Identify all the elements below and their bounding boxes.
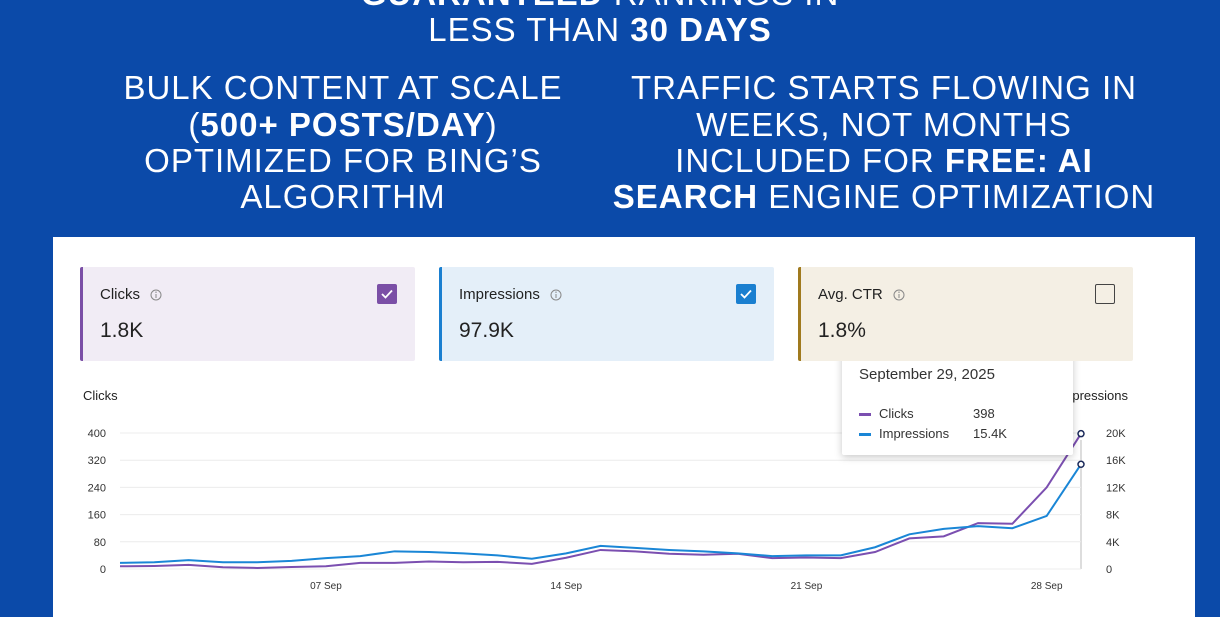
tooltip-name: Clicks	[879, 406, 914, 421]
promo-line: BULK CONTENT AT SCALE	[123, 70, 562, 106]
tooltip-value: 398	[973, 406, 995, 421]
x-tick-label: 07 Sep	[310, 581, 342, 592]
tooltip-date: September 29, 2025	[859, 366, 995, 383]
hover-point	[1077, 429, 1085, 438]
metric-card: Avg. CTR 1.8%	[798, 267, 1133, 361]
promo-line: OPTIMIZED FOR BING’S	[144, 143, 542, 179]
y2-axis-title: Impressions	[1058, 388, 1129, 403]
text: TRAFFIC STARTS FLOWING IN	[631, 69, 1137, 106]
checkbox[interactable]	[377, 284, 397, 304]
checkbox[interactable]	[1095, 284, 1115, 304]
text: WEEKS, NOT MONTHS	[696, 106, 1072, 143]
y-tick-label: 320	[88, 455, 106, 467]
y-tick-label: 400	[88, 428, 106, 440]
series-line	[119, 433, 1082, 569]
tooltip-row: Clicks 398	[859, 406, 995, 421]
text: ENGINE OPTIMIZATION	[758, 178, 1156, 215]
promo-line: GUARANTEED RANKINGS IN	[361, 0, 840, 12]
metric-card: Clicks 1.8K	[80, 267, 415, 361]
y2-tick-label: 20K	[1106, 428, 1126, 440]
tooltip-row: Impressions 15.4K	[859, 426, 1007, 441]
x-tick-label: 14 Sep	[550, 581, 582, 592]
text: OPTIMIZED FOR BING’S	[144, 142, 542, 179]
bold-text: SEARCH	[612, 178, 759, 215]
promo-line: ALGORITHM	[240, 179, 445, 215]
promo-line: TRAFFIC STARTS FLOWING IN	[631, 70, 1137, 106]
y-tick-label: 0	[100, 564, 106, 576]
promo-line: (500+ POSTS/DAY)	[188, 107, 497, 143]
hover-point	[1077, 460, 1085, 469]
promo-line: WEEKS, NOT MONTHS	[696, 107, 1072, 143]
metric-title: Impressions	[459, 286, 540, 303]
y-tick-label: 80	[94, 537, 106, 549]
tooltip-name: Impressions	[879, 426, 950, 441]
text: ALGORITHM	[240, 178, 446, 215]
x-tick-label: 28 Sep	[1031, 581, 1063, 592]
y2-tick-label: 0	[1106, 564, 1112, 576]
bold-text: 500+ POSTS/DAY	[200, 106, 486, 143]
y-axis-title: Clicks	[83, 388, 118, 403]
check-mark	[381, 289, 393, 299]
metric-value: 97.9K	[459, 319, 514, 342]
info-icon[interactable]	[893, 289, 905, 301]
metric-value: 1.8K	[100, 319, 144, 342]
y2-tick-label: 8K	[1106, 510, 1120, 522]
check-mark	[740, 289, 752, 299]
y-tick-label: 160	[88, 510, 106, 522]
tooltip: September 29, 2025 Clicks 398 Impressions 1…	[842, 347, 1073, 455]
metric-value: 1.8%	[818, 319, 866, 342]
info-icon[interactable]	[150, 289, 162, 301]
legend-swatch	[859, 413, 871, 417]
text: (	[188, 106, 201, 143]
text: INCLUDED FOR	[675, 142, 945, 179]
checkbox[interactable]	[736, 284, 756, 304]
x-tick-label: 21 Sep	[791, 581, 823, 592]
bold-text: FREE: AI	[944, 142, 1093, 179]
text: BULK CONTENT AT SCALE	[123, 69, 563, 106]
y-tick-label: 240	[88, 482, 106, 494]
tooltip-value: 15.4K	[973, 426, 1007, 441]
y2-tick-label: 4K	[1106, 537, 1120, 549]
info-icon[interactable]	[550, 289, 562, 301]
metric-title: Avg. CTR	[818, 286, 883, 303]
metric-card: Impressions 97.9K	[439, 267, 774, 361]
series-line	[119, 463, 1082, 564]
metric-title: Clicks	[100, 286, 140, 303]
bold-text: GUARANTEED	[361, 0, 604, 12]
text: LESS THAN	[428, 11, 631, 48]
promo-line: SEARCH ENGINE OPTIMIZATION	[613, 179, 1155, 215]
page: Clicks Impressions 0 80 160 240 320 400 0 4K 8K 1…	[53, 0, 1195, 617]
legend-swatch	[859, 433, 871, 437]
y2-tick-label: 12K	[1106, 482, 1126, 494]
bold-text: 30 DAYS	[630, 11, 772, 48]
y2-tick-label: 16K	[1106, 455, 1126, 467]
promo-line: INCLUDED FOR FREE: AI	[675, 143, 1093, 179]
promo-line: LESS THAN 30 DAYS	[428, 12, 772, 48]
text: )	[485, 106, 498, 143]
text: RANKINGS IN	[604, 0, 840, 12]
